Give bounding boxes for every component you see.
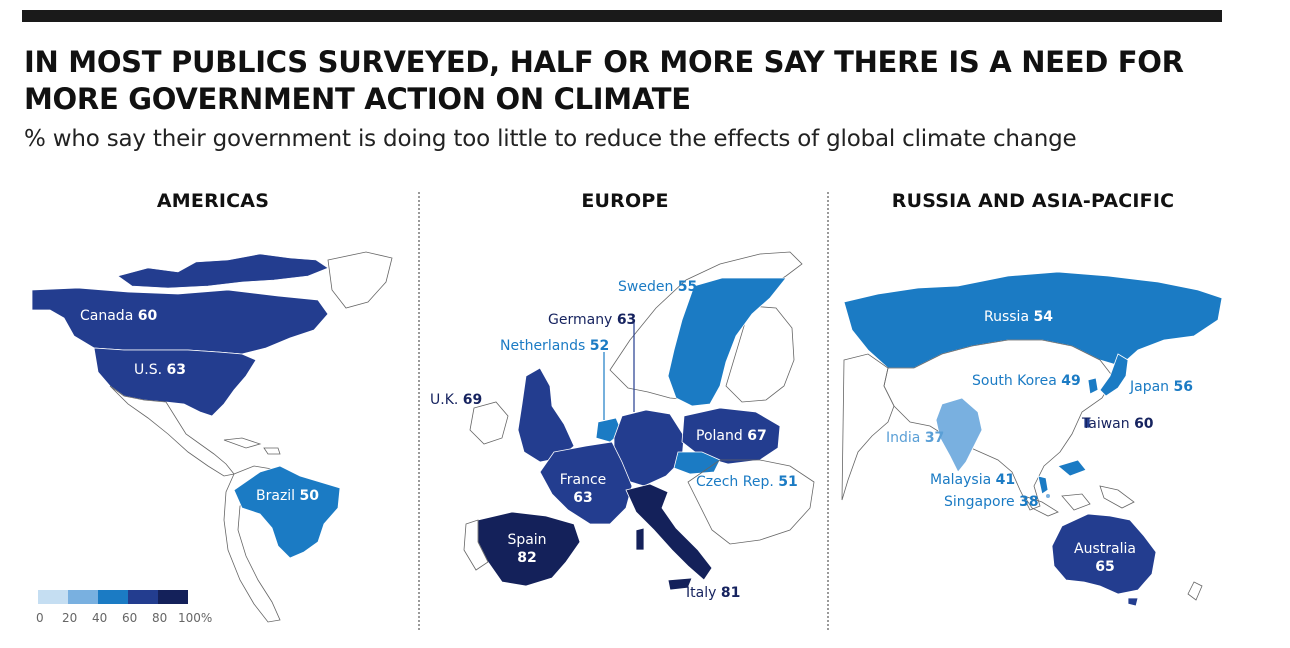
land-japan bbox=[1099, 353, 1129, 397]
legend-tick: 40 bbox=[92, 611, 108, 625]
land-new-zealand bbox=[1187, 581, 1203, 601]
land-spain bbox=[477, 511, 581, 587]
label-czech: Czech Rep. 51 bbox=[696, 474, 798, 490]
label-spain-name: Spain bbox=[507, 532, 546, 548]
legend-swatch-40-60 bbox=[98, 590, 128, 604]
land-west-asia bbox=[841, 353, 895, 501]
land-indonesia bbox=[1023, 485, 1135, 517]
divider-right bbox=[827, 192, 829, 630]
land-caribbean bbox=[223, 437, 281, 455]
land-mexico bbox=[109, 385, 235, 477]
land-singapore bbox=[1046, 494, 1050, 498]
land-portugal bbox=[463, 519, 489, 571]
label-netherlands: Netherlands 52 bbox=[500, 338, 609, 354]
label-taiwan: Taiwan 60 bbox=[1081, 416, 1154, 432]
land-poland bbox=[681, 407, 781, 465]
land-greenland bbox=[327, 251, 393, 309]
label-france-name: France bbox=[560, 472, 607, 488]
land-sicily bbox=[667, 577, 693, 591]
legend-tick: 60 bbox=[122, 611, 138, 625]
label-australia-value: 65 bbox=[1095, 559, 1114, 575]
label-uk: U.K. 69 bbox=[430, 392, 482, 408]
map-americas: Canada 60 U.S. 63 Brazil 50 bbox=[31, 251, 393, 623]
legend-tick: 20 bbox=[62, 611, 78, 625]
land-australia bbox=[1051, 513, 1157, 595]
label-brazil: Brazil 50 bbox=[256, 488, 319, 504]
chart-subtitle: % who say their government is doing too … bbox=[24, 126, 1077, 152]
land-uk bbox=[517, 367, 575, 463]
land-east-europe bbox=[687, 459, 815, 545]
label-malaysia: Malaysia 41 bbox=[930, 472, 1015, 488]
legend-swatch-20-40 bbox=[68, 590, 98, 604]
divider-left bbox=[418, 192, 420, 630]
land-arctic-islands bbox=[117, 253, 329, 289]
panel-asia: RUSSIA AND ASIA-PACIFIC Russia 54 South … bbox=[838, 190, 1228, 630]
land-brazil bbox=[233, 465, 341, 559]
label-canada: Canada 60 bbox=[80, 308, 157, 324]
map-asia: Russia 54 South Korea 49 Japan 56 Taiwan… bbox=[841, 271, 1223, 607]
label-india: India 37 bbox=[886, 430, 944, 446]
region-title-europe: EUROPE bbox=[581, 190, 669, 212]
label-france-value: 63 bbox=[573, 490, 592, 506]
legend-swatch-60-80 bbox=[128, 590, 158, 604]
land-canada bbox=[31, 287, 329, 355]
map-europe: Sweden 55 Germany 63 Netherlands 52 U.K.… bbox=[430, 251, 815, 601]
label-japan: Japan 56 bbox=[1129, 379, 1193, 395]
land-sweden bbox=[667, 277, 787, 407]
legend-tick: 0 bbox=[36, 611, 44, 625]
legend-swatch-80-100 bbox=[158, 590, 188, 604]
land-france bbox=[539, 441, 633, 525]
land-malaysia bbox=[1037, 459, 1087, 495]
panel-americas: AMERICAS Canada 60 U.S. 63 Brazil 50 bbox=[28, 190, 398, 630]
label-sweden: Sweden 55 bbox=[618, 279, 697, 295]
land-ireland bbox=[469, 401, 509, 445]
label-australia-name: Australia bbox=[1074, 541, 1136, 557]
legend-tick: 80 bbox=[152, 611, 168, 625]
label-russia: Russia 54 bbox=[984, 309, 1053, 325]
land-tasmania bbox=[1127, 597, 1139, 607]
land-taiwan bbox=[1083, 417, 1091, 429]
land-czech bbox=[673, 451, 721, 475]
label-south-korea: South Korea 49 bbox=[972, 373, 1081, 389]
label-spain-value: 82 bbox=[517, 550, 536, 566]
land-india bbox=[935, 397, 983, 473]
panel-europe: EUROPE Sweden 55 Germany 63 Netherl bbox=[430, 190, 820, 630]
land-south-korea bbox=[1087, 377, 1099, 395]
land-sardinia bbox=[635, 527, 645, 551]
label-germany: Germany 63 bbox=[548, 312, 636, 328]
land-italy bbox=[625, 483, 713, 581]
land-us bbox=[93, 347, 257, 417]
land-finland bbox=[725, 305, 795, 403]
label-singapore: Singapore 38 bbox=[944, 494, 1039, 510]
legend-tick: 100% bbox=[178, 611, 213, 625]
region-title-americas: AMERICAS bbox=[156, 190, 270, 212]
label-poland: Poland 67 bbox=[696, 428, 767, 444]
legend-swatch-0-20 bbox=[38, 590, 68, 604]
top-rule bbox=[22, 10, 1222, 22]
label-italy: Italy 81 bbox=[686, 585, 740, 601]
label-us: U.S. 63 bbox=[134, 362, 186, 378]
chart-title: IN MOST PUBLICS SURVEYED, HALF OR MORE S… bbox=[24, 45, 1184, 116]
region-title-asia: RUSSIA AND ASIA-PACIFIC bbox=[891, 190, 1175, 212]
